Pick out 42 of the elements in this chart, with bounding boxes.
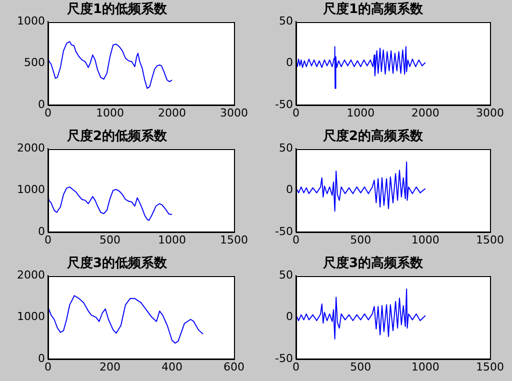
y-tick-label: 50 (279, 14, 293, 28)
x-tick-label: 2000 (411, 106, 440, 120)
x-tick-label: 1500 (476, 360, 504, 374)
y-tick-label: 50 (279, 141, 293, 154)
y-tick-label: 0 (38, 352, 45, 365)
chart-title: 尺度2的低频系数 (66, 128, 168, 144)
x-tick-label: 3000 (220, 106, 248, 120)
y-tick-label: 0 (286, 183, 293, 196)
x-tick-label: 2000 (158, 106, 186, 120)
x-tick-label: 1000 (411, 233, 440, 246)
x-tick-label: 1000 (346, 106, 375, 120)
chart-title: 尺度3的高频系数 (322, 255, 424, 272)
x-tick-label: 500 (350, 360, 372, 374)
x-tick-label: 400 (162, 360, 182, 374)
y-tick-label: 1000 (17, 183, 45, 196)
y-tick-label: 0 (38, 98, 45, 111)
chart-title: 尺度1的低频系数 (66, 1, 168, 18)
y-tick-label: -50 (275, 224, 293, 238)
y-tick-label: 1000 (17, 14, 45, 28)
y-tick-label: 0 (38, 224, 45, 238)
y-tick-label: 0 (286, 310, 293, 324)
y-tick-label: -50 (275, 98, 293, 111)
chart-title: 尺度1的高频系数 (322, 1, 424, 18)
chart-title: 尺度3的低频系数 (66, 255, 168, 272)
x-tick-label: 1000 (158, 233, 186, 246)
y-tick-label: 2000 (17, 268, 45, 282)
x-tick-label: 1000 (96, 106, 124, 120)
y-tick-label: 500 (24, 56, 45, 70)
y-tick-label: 0 (286, 56, 293, 70)
x-tick-label: 3000 (476, 106, 504, 120)
x-tick-label: 1000 (411, 360, 440, 374)
x-tick-label: 500 (100, 233, 120, 246)
x-tick-label: 600 (224, 360, 244, 374)
y-tick-label: 50 (279, 268, 293, 282)
y-tick-label: -50 (275, 352, 293, 365)
y-tick-label: 2000 (17, 141, 45, 154)
chart-title: 尺度2的高频系数 (322, 128, 424, 144)
y-tick-label: 1000 (17, 310, 45, 324)
x-tick-label: 500 (350, 233, 372, 246)
x-tick-label: 200 (100, 360, 120, 374)
x-tick-label: 1500 (476, 233, 504, 246)
x-tick-label: 1500 (220, 233, 248, 246)
